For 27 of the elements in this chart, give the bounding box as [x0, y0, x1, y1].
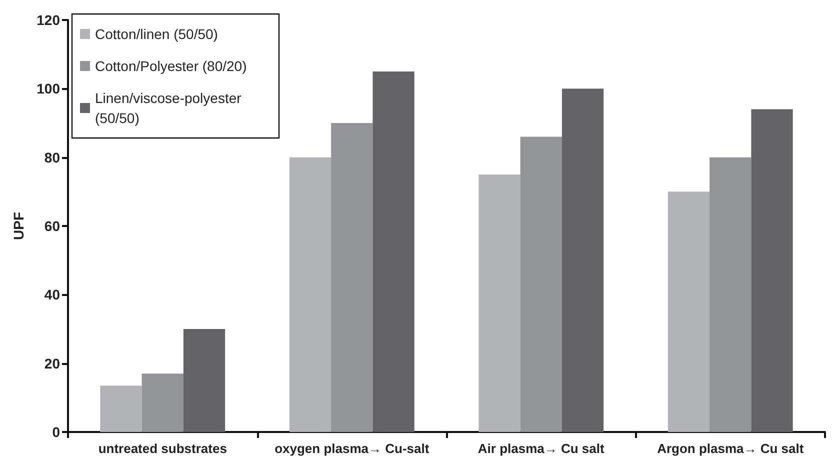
x-tick-label: oxygen plasma→ Cu-salt [274, 441, 430, 456]
y-axis-title: UPF [10, 212, 27, 240]
y-tick-label: 100 [36, 80, 60, 97]
x-tick-label: untreated substrates [98, 441, 227, 456]
legend-label: Cotton/linen (50/50) [95, 26, 218, 42]
bar [183, 329, 226, 432]
x-tick-label: Air plasma→ Cu salt [478, 441, 606, 456]
x-tick-label: Argon plasma→ Cu salt [657, 441, 804, 456]
bar [751, 109, 793, 432]
bar [478, 174, 520, 432]
bar [372, 72, 414, 432]
bar [289, 157, 332, 432]
y-tick-label: 40 [44, 286, 60, 303]
bar [100, 386, 142, 432]
bar [562, 88, 604, 432]
y-tick-label: 60 [44, 218, 60, 234]
bar [331, 123, 373, 432]
y-tick-label: 20 [44, 355, 60, 372]
y-tick-label: 120 [36, 12, 60, 28]
bar [142, 374, 184, 432]
y-tick-label: 0 [52, 424, 60, 440]
y-tick-label: 80 [44, 149, 60, 166]
bar [520, 136, 562, 432]
bar [710, 157, 752, 432]
legend-label: Linen/viscose-polyester (50/50) [95, 90, 246, 126]
legend-label: Cotton/Polyester (80/20) [95, 58, 247, 74]
bar [668, 192, 710, 432]
